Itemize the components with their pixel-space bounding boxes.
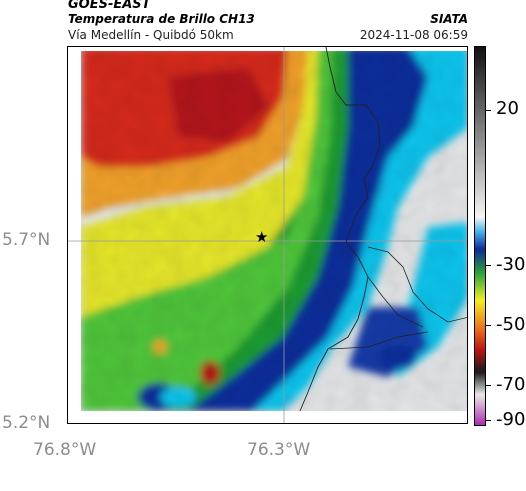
lat-label-5-2: 5.2°N	[2, 413, 51, 433]
colorbar-tick-minus50: -50	[496, 314, 526, 335]
lon-label-76-8: 76.8°W	[33, 440, 97, 460]
satellite-map[interactable]: ★	[67, 46, 468, 424]
lat-label-5-7: 5.7°N	[2, 230, 51, 250]
satellite-title: GOES-EAST	[68, 0, 151, 12]
colorbar-tick-minus90: -90	[496, 409, 526, 430]
product-title: Temperatura de Brillo CH13	[68, 12, 255, 26]
region-subtitle: Vía Medellín - Quibdó 50km	[68, 28, 234, 42]
border-line	[367, 246, 467, 323]
colorbar-tick-20: 20	[496, 98, 519, 119]
datetime-label: 2024-11-08 06:59	[359, 28, 468, 42]
coastline	[299, 47, 381, 412]
location-marker[interactable]: ★	[255, 228, 269, 246]
colorbar-tick-minus70: -70	[496, 374, 526, 395]
lon-label-76-3: 76.3°W	[247, 440, 311, 460]
colorbar-tick-minus30: -30	[496, 254, 526, 275]
colorbar	[474, 46, 486, 426]
map-svg	[68, 47, 467, 423]
org-label: SIATA	[430, 12, 468, 26]
